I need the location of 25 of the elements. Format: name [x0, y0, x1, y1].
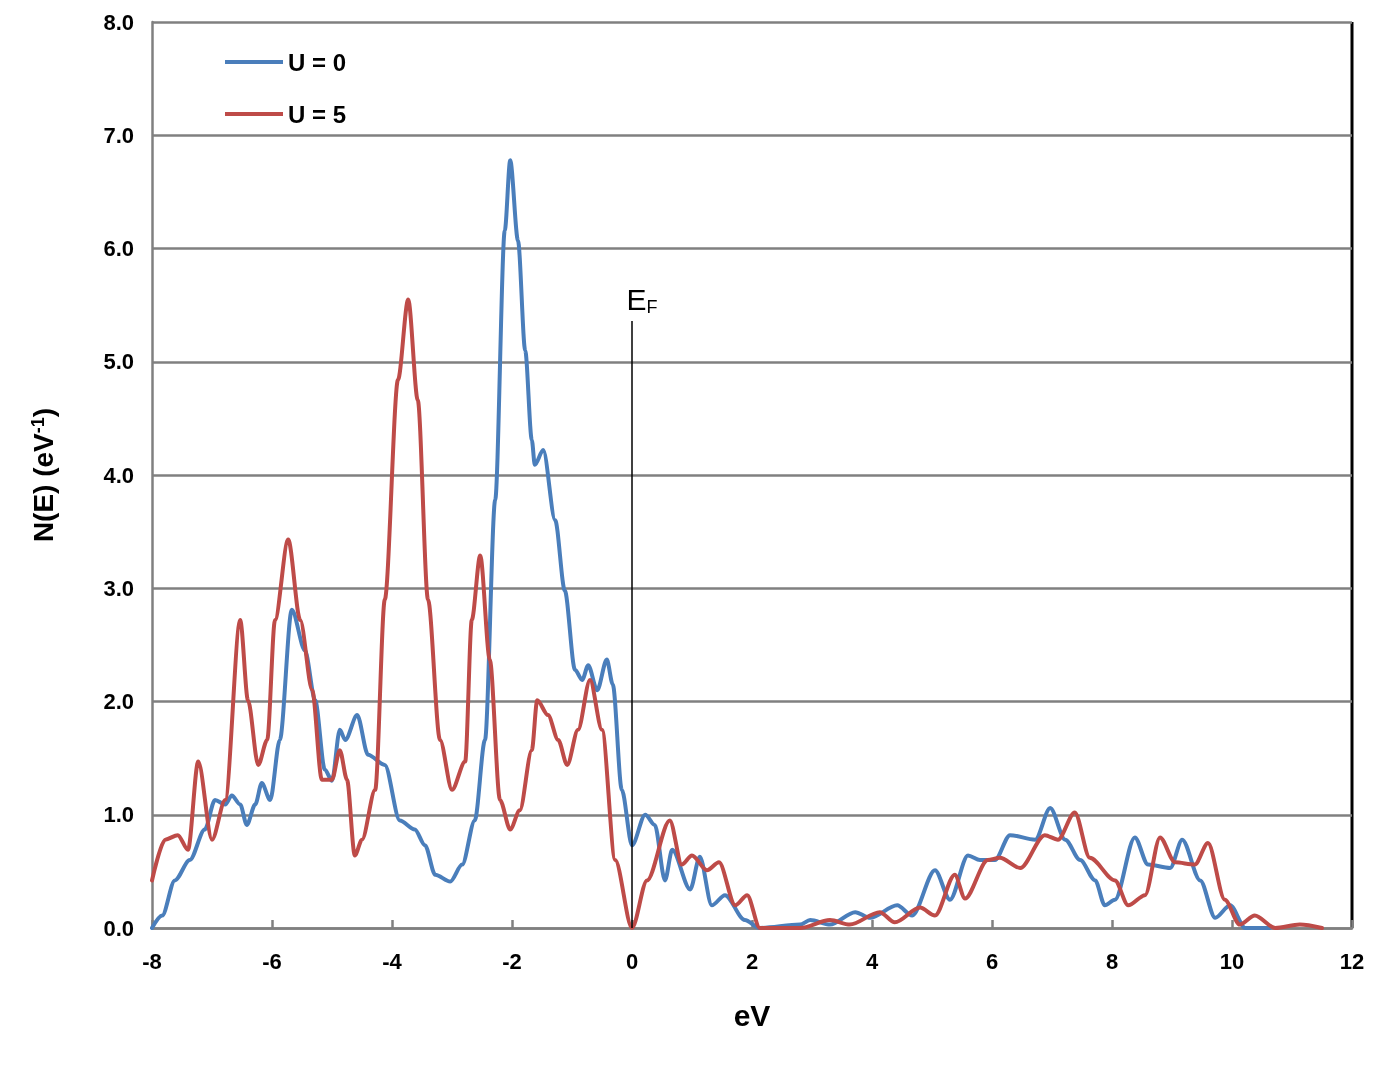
y-axis-title: N(E) (eV-1) — [27, 407, 59, 543]
x-axis-title: eV — [733, 998, 771, 1032]
legend-label: U = 0 — [288, 48, 347, 76]
y-tick-label: 0.0 — [103, 915, 134, 941]
y-tick-label: 6.0 — [103, 236, 134, 261]
legend-label: U = 5 — [288, 100, 347, 128]
x-tick-label: 8 — [1105, 948, 1119, 974]
x-tick-label: 12 — [1339, 948, 1365, 974]
y-tick-label: 4.0 — [103, 462, 134, 488]
x-tick-label: 2 — [745, 948, 759, 974]
x-tick-label: -8 — [142, 948, 162, 974]
y-tick-label: 1.0 — [103, 802, 134, 828]
y-tick-label: 2.0 — [103, 689, 134, 714]
y-tick-label: 3.0 — [103, 575, 134, 601]
line-series — [150, 158, 1272, 930]
x-tick-label: -2 — [502, 948, 522, 974]
y-tick-label: 5.0 — [103, 349, 134, 375]
y-tick-label: 7.0 — [103, 122, 134, 148]
x-tick-label: 10 — [1219, 948, 1245, 974]
y-tick-label: 8.0 — [103, 9, 134, 35]
x-tick-label: -6 — [262, 948, 282, 974]
x-tick-label: 0 — [625, 948, 639, 974]
x-tick-label: -4 — [382, 948, 403, 974]
x-tick-label: 4 — [865, 948, 879, 974]
x-tick-label: 6 — [985, 948, 999, 974]
